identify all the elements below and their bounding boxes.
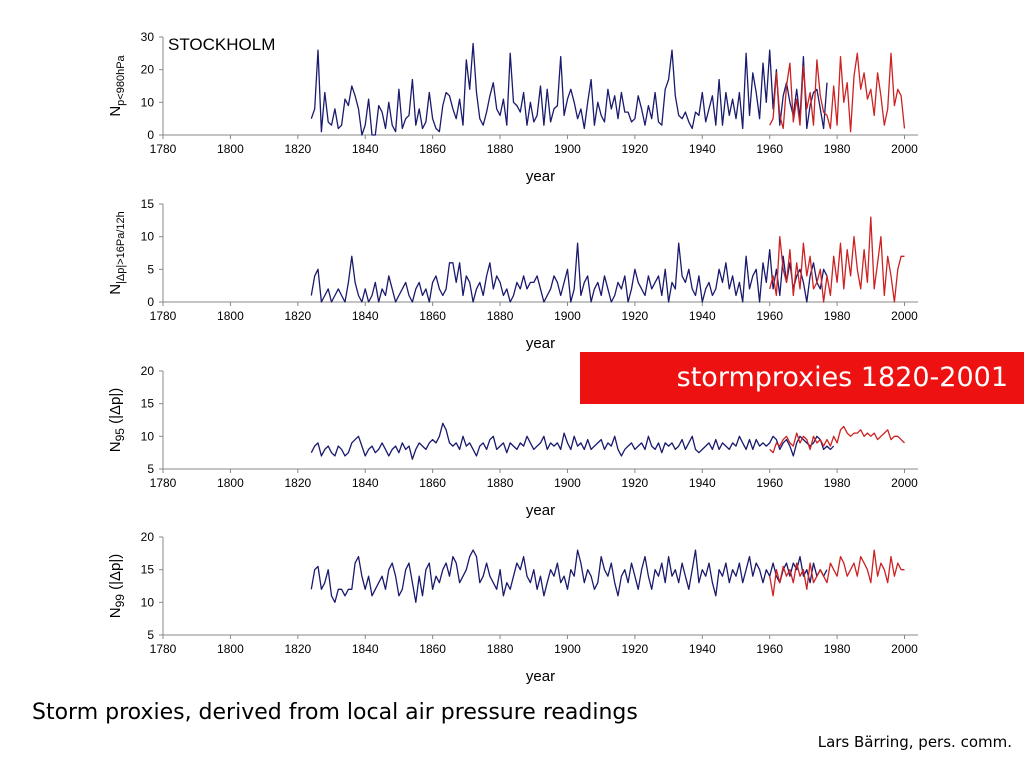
x-tick-label: 1820 <box>284 309 311 323</box>
y-axis-title: N95 (|Δp|) <box>107 388 127 453</box>
x-tick-label: 1980 <box>824 476 851 490</box>
y-tick-label: 0 <box>147 128 154 142</box>
x-tick-label: 1820 <box>284 142 311 156</box>
y-tick-label: 10 <box>141 595 155 609</box>
chart-panel-1: 1780 1800 1820 1840 1860 1880 1900 1920 1940 1960… <box>107 30 918 185</box>
x-tick-label: 1780 <box>150 309 177 323</box>
x-tick-label: 1860 <box>419 476 446 490</box>
y-tick-label: 20 <box>141 63 155 77</box>
title-banner: stormproxies 1820-2001 <box>580 352 1024 404</box>
x-tick-label: 1980 <box>824 642 851 656</box>
x-tick-label: 1880 <box>487 309 514 323</box>
x-tick-label: 1980 <box>824 309 851 323</box>
x-tick-label: 1840 <box>352 476 379 490</box>
series-line-2 <box>769 216 905 303</box>
y-tick-label: 10 <box>141 95 155 109</box>
chart-panel-2: 1780 1800 1820 1840 1860 1880 1900 1920 1940 1960… <box>107 197 918 352</box>
x-tick-label: 1940 <box>689 142 716 156</box>
x-tick-label: 1900 <box>554 476 581 490</box>
x-tick-label: 1900 <box>554 309 581 323</box>
x-tick-label: 1820 <box>284 476 311 490</box>
series-line-2 <box>769 52 906 133</box>
x-tick-label: 1840 <box>352 309 379 323</box>
x-axis-title: year <box>526 168 555 185</box>
x-tick-label: 1860 <box>419 642 446 656</box>
station-label: STOCKHOLM <box>168 35 275 54</box>
x-tick-label: 1860 <box>419 142 446 156</box>
y-axis-title: Np<980hPa <box>107 54 127 116</box>
x-tick-label: 1800 <box>217 476 244 490</box>
x-tick-label: 1820 <box>284 642 311 656</box>
y-tick-label: 5 <box>147 628 154 642</box>
x-tick-label: 1920 <box>622 476 649 490</box>
x-tick-label: 1920 <box>622 142 649 156</box>
y-tick-label: 0 <box>147 295 154 309</box>
y-tick-label: 10 <box>141 230 155 244</box>
x-tick-label: 2000 <box>891 309 918 323</box>
y-tick-label: 10 <box>141 429 155 443</box>
x-tick-label: 2000 <box>891 142 918 156</box>
x-axis-title: year <box>526 502 555 519</box>
x-tick-label: 1960 <box>756 642 783 656</box>
x-tick-label: 1880 <box>487 142 514 156</box>
y-tick-label: 5 <box>147 262 154 276</box>
x-tick-label: 1920 <box>622 309 649 323</box>
series-line-1 <box>310 42 828 136</box>
x-tick-label: 1800 <box>217 142 244 156</box>
x-tick-label: 1860 <box>419 309 446 323</box>
series-line-1 <box>310 242 828 303</box>
x-tick-label: 1900 <box>554 642 581 656</box>
figure-caption: Storm proxies, derived from local air pr… <box>32 700 638 725</box>
credit-line: Lars Bärring, pers. comm. <box>817 733 1012 751</box>
x-tick-label: 1940 <box>689 476 716 490</box>
series-line-2 <box>769 549 905 597</box>
x-tick-label: 1780 <box>150 142 177 156</box>
y-tick-label: 5 <box>147 462 154 476</box>
series-line-1 <box>310 549 828 603</box>
x-tick-label: 1960 <box>756 476 783 490</box>
x-tick-label: 1880 <box>487 642 514 656</box>
y-tick-label: 15 <box>141 397 155 411</box>
x-tick-label: 1960 <box>756 142 783 156</box>
chart-panel-4: 1780 1800 1820 1840 1860 1880 1900 1920 1940 1960… <box>107 530 918 685</box>
x-tick-label: 1960 <box>756 309 783 323</box>
x-tick-label: 1800 <box>217 309 244 323</box>
x-tick-label: 2000 <box>891 642 918 656</box>
x-tick-label: 1780 <box>150 476 177 490</box>
x-tick-label: 1980 <box>824 142 851 156</box>
x-tick-label: 1940 <box>689 309 716 323</box>
x-tick-label: 1840 <box>352 142 379 156</box>
chart-panel-3: 1780 1800 1820 1840 1860 1880 1900 1920 1940 1960… <box>107 364 918 519</box>
series-line-1 <box>310 422 835 460</box>
x-tick-label: 1800 <box>217 642 244 656</box>
x-axis-title: year <box>526 335 555 352</box>
y-tick-label: 15 <box>141 197 155 211</box>
x-tick-label: 1920 <box>622 642 649 656</box>
y-tick-label: 15 <box>141 563 155 577</box>
x-tick-label: 2000 <box>891 476 918 490</box>
x-tick-label: 1880 <box>487 476 514 490</box>
y-axis-title: N99 (|Δp|) <box>107 554 127 619</box>
y-axis-title: N|Δp|>16Pa/12h <box>107 211 127 295</box>
y-tick-label: 30 <box>141 30 155 44</box>
x-tick-label: 1900 <box>554 142 581 156</box>
x-tick-label: 1840 <box>352 642 379 656</box>
series-line-2 <box>769 425 905 454</box>
x-tick-label: 1940 <box>689 642 716 656</box>
x-tick-label: 1780 <box>150 642 177 656</box>
y-tick-label: 20 <box>141 530 155 544</box>
y-tick-label: 20 <box>141 364 155 378</box>
x-axis-title: year <box>526 668 555 685</box>
